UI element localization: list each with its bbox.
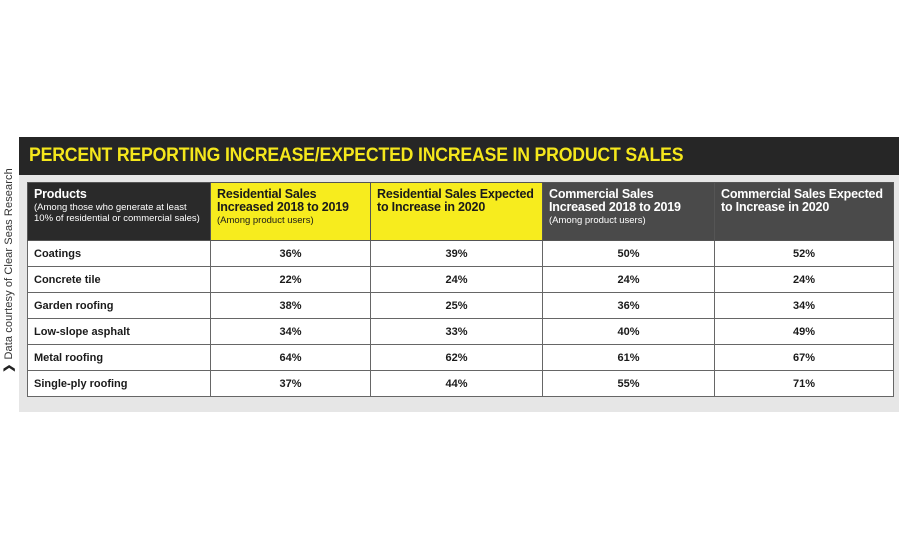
table-cell: 61%: [542, 344, 715, 371]
table-cell: 50%: [542, 240, 715, 267]
table-cell: 24%: [370, 266, 543, 293]
table-row: Single-ply roofing 37% 44% 55% 71%: [27, 370, 894, 397]
table-cell: 37%: [210, 370, 371, 397]
column-header-residential-increased: Residential Sales Increased 2018 to 2019…: [210, 182, 371, 241]
table-cell: 71%: [714, 370, 894, 397]
row-label: Concrete tile: [27, 266, 211, 293]
table-cell: 40%: [542, 318, 715, 345]
table-cell: 34%: [714, 292, 894, 319]
table-row: Low-slope asphalt 34% 33% 40% 49%: [27, 318, 894, 345]
column-header-sub: (Among product users): [217, 215, 314, 226]
table-row: Metal roofing 64% 62% 61% 67%: [27, 344, 894, 371]
data-credit-label: Data courtesy of Clear Seas Research: [2, 167, 15, 359]
column-header-sub: (Among product users): [549, 215, 646, 226]
table-cell: 38%: [210, 292, 371, 319]
table-cell: 62%: [370, 344, 543, 371]
table-cell: 52%: [714, 240, 894, 267]
row-label: Single-ply roofing: [27, 370, 211, 397]
sales-table: Products (Among those who generate at le…: [27, 182, 894, 397]
header-row: Products (Among those who generate at le…: [27, 182, 894, 241]
chevron-right-icon: ❯: [2, 362, 15, 373]
table-cell: 39%: [370, 240, 543, 267]
row-label: Low-slope asphalt: [27, 318, 211, 345]
row-label: Coatings: [27, 240, 211, 267]
data-credit-text-wrap: ❯ Data courtesy of Clear Seas Research: [2, 168, 15, 373]
column-header-main: Residential Sales Increased 2018 to 2019: [217, 187, 349, 214]
table-cell: 55%: [542, 370, 715, 397]
table-panel: PERCENT REPORTING INCREASE/EXPECTED INCR…: [19, 137, 899, 412]
table-title: PERCENT REPORTING INCREASE/EXPECTED INCR…: [29, 145, 684, 166]
table-cell: 33%: [370, 318, 543, 345]
table-row: Garden roofing 38% 25% 36% 34%: [27, 292, 894, 319]
table-cell: 36%: [210, 240, 371, 267]
table-cell: 64%: [210, 344, 371, 371]
table-cell: 24%: [714, 266, 894, 293]
table-cell: 34%: [210, 318, 371, 345]
table-cell: 24%: [542, 266, 715, 293]
table-cell: 67%: [714, 344, 894, 371]
table-cell: 25%: [370, 292, 543, 319]
column-header-sub: (Among those who generate at least 10% o…: [34, 202, 200, 224]
table-row: Concrete tile 22% 24% 24% 24%: [27, 266, 894, 293]
table-cell: 36%: [542, 292, 715, 319]
column-header-main: Commercial Sales Expected to Increase in…: [721, 187, 883, 214]
table-cell: 22%: [210, 266, 371, 293]
data-credit: ❯ Data courtesy of Clear Seas Research: [0, 140, 16, 400]
column-header-products: Products (Among those who generate at le…: [27, 182, 211, 241]
column-header-main: Residential Sales Expected to Increase i…: [377, 187, 534, 214]
column-header-main: Commercial Sales Increased 2018 to 2019: [549, 187, 681, 214]
column-header-commercial-expected: Commercial Sales Expected to Increase in…: [714, 182, 894, 241]
table-row: Coatings 36% 39% 50% 52%: [27, 240, 894, 267]
title-bar: PERCENT REPORTING INCREASE/EXPECTED INCR…: [19, 137, 899, 175]
table-cell: 49%: [714, 318, 894, 345]
column-header-main: Products: [34, 187, 87, 201]
row-label: Garden roofing: [27, 292, 211, 319]
table-cell: 44%: [370, 370, 543, 397]
column-header-residential-expected: Residential Sales Expected to Increase i…: [370, 182, 543, 241]
column-header-commercial-increased: Commercial Sales Increased 2018 to 2019 …: [542, 182, 715, 241]
row-label: Metal roofing: [27, 344, 211, 371]
